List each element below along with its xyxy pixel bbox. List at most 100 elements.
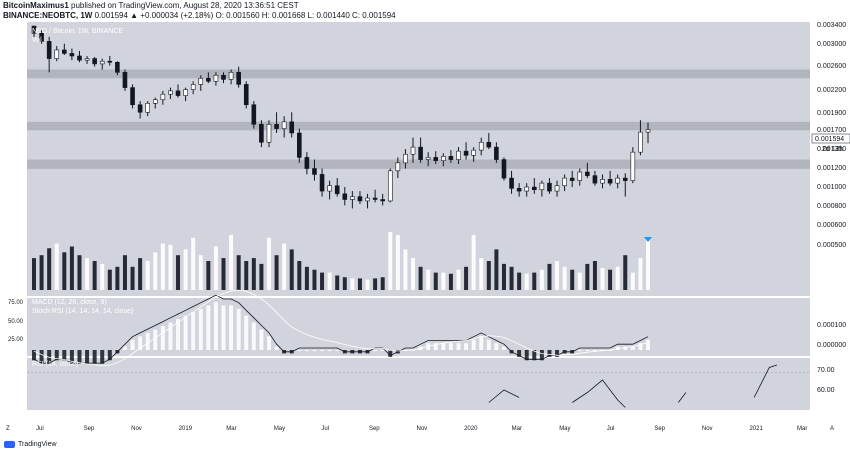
volume-bar bbox=[509, 266, 514, 290]
macd-histogram-bar bbox=[335, 350, 340, 351]
time-tick-label: Jul bbox=[607, 426, 615, 432]
resistance-zone bbox=[27, 159, 810, 169]
macd-histogram-bar bbox=[411, 350, 416, 351]
candle-body bbox=[577, 171, 583, 181]
volume-bar bbox=[176, 255, 181, 290]
macd-histogram-bar bbox=[433, 343, 438, 350]
macd-histogram-bar bbox=[236, 308, 241, 350]
candle-body bbox=[145, 102, 151, 113]
symbol-label[interactable]: BINANCE:NEOBTC, 1W bbox=[3, 11, 93, 20]
volume-bar bbox=[418, 266, 423, 290]
candle-body bbox=[251, 104, 257, 125]
price-tick-label: 0.001200 bbox=[817, 165, 846, 172]
volume-bar bbox=[115, 266, 120, 290]
candle-body bbox=[99, 60, 105, 65]
candle-body bbox=[297, 132, 302, 158]
volume-bar bbox=[630, 272, 635, 290]
candle-body bbox=[198, 77, 204, 85]
resistance-zone bbox=[27, 69, 810, 79]
price-tick-label: 0.001900 bbox=[817, 110, 846, 117]
candle-body bbox=[228, 72, 234, 80]
time-tick-label: Jul bbox=[36, 426, 44, 432]
volume-bar bbox=[335, 275, 340, 290]
candle-body bbox=[410, 146, 416, 155]
macd-histogram-bar bbox=[122, 346, 127, 350]
candle-body bbox=[122, 72, 128, 88]
macd-histogram-bar bbox=[623, 346, 628, 350]
candle-body bbox=[441, 156, 446, 161]
candle-body bbox=[509, 177, 514, 189]
candle-body bbox=[418, 146, 423, 160]
time-tick-label: Jul bbox=[321, 426, 329, 432]
volume-bar bbox=[608, 269, 613, 290]
tradingview-mark-icon bbox=[4, 441, 15, 448]
candle-body bbox=[622, 177, 628, 181]
volume-bar bbox=[320, 272, 325, 290]
macd-histogram-bar bbox=[213, 302, 218, 350]
resistance-zone bbox=[27, 121, 810, 131]
candle-body bbox=[334, 185, 340, 195]
author-name[interactable]: BitcoinMaximus1 bbox=[3, 1, 69, 10]
candle-body bbox=[175, 90, 181, 96]
macd-histogram-bar bbox=[266, 336, 271, 350]
volume-bar bbox=[221, 258, 226, 290]
volume-bar bbox=[365, 279, 370, 290]
auto-scale-button: A bbox=[830, 426, 834, 432]
current-price-label: 0.001594 bbox=[815, 136, 844, 143]
candle-body bbox=[281, 121, 287, 129]
macd-histogram-bar bbox=[517, 350, 522, 357]
rsi-tick-label: 70.00 bbox=[817, 367, 835, 374]
candle-body bbox=[312, 168, 317, 175]
macd-histogram-bar bbox=[585, 350, 590, 351]
volume-bar bbox=[160, 243, 165, 290]
volume-bar bbox=[289, 249, 294, 290]
stoch-tick-label: 50.00 bbox=[8, 319, 24, 325]
candle-body bbox=[152, 99, 158, 104]
candle-body bbox=[547, 182, 552, 192]
candle-body bbox=[456, 150, 461, 160]
macd-histogram-bar bbox=[297, 350, 302, 351]
macd-histogram-bar bbox=[251, 322, 256, 350]
macd-histogram-bar bbox=[92, 350, 97, 364]
rsi-label: RSI (14, close) bbox=[32, 361, 78, 368]
macd-histogram-bar bbox=[100, 350, 105, 364]
volume-bar bbox=[388, 232, 393, 290]
candle-body bbox=[274, 124, 279, 129]
volume-bar bbox=[274, 255, 279, 290]
macd-histogram-bar bbox=[168, 322, 173, 350]
volume-bar bbox=[403, 249, 408, 290]
time-tick-label: 2021 bbox=[749, 426, 763, 432]
candle-body bbox=[592, 175, 598, 184]
macd-histogram-bar bbox=[39, 350, 44, 364]
tradingview-logo[interactable]: TradingView bbox=[4, 441, 57, 448]
time-tick-label: Nov bbox=[417, 426, 428, 432]
volume-bar bbox=[198, 255, 203, 290]
price-tick-label: 0.001350 bbox=[817, 146, 846, 153]
stoch-tick-label: 25.00 bbox=[8, 337, 24, 343]
volume-bar bbox=[92, 261, 97, 290]
macd-histogram-bar bbox=[441, 343, 446, 350]
macd-histogram-bar bbox=[206, 305, 211, 350]
macd-histogram-bar bbox=[320, 350, 325, 351]
candle-body bbox=[448, 156, 454, 160]
volume-bar bbox=[130, 266, 135, 290]
volume-bar bbox=[168, 244, 173, 290]
candle-body bbox=[160, 93, 166, 101]
candle-body bbox=[539, 182, 545, 191]
candle-body bbox=[569, 177, 575, 181]
candle-body bbox=[236, 72, 241, 85]
macd-histogram-bar bbox=[501, 346, 506, 350]
candle-body bbox=[478, 141, 484, 151]
macd-tick-label: 0.000000 bbox=[817, 342, 846, 349]
rsi-line bbox=[488, 364, 778, 408]
macd-line bbox=[33, 294, 649, 364]
volume-bar bbox=[411, 258, 416, 290]
candle-body bbox=[107, 60, 113, 63]
candle-body bbox=[69, 53, 75, 57]
macd-histogram-bar bbox=[85, 350, 90, 364]
macd-histogram-bar bbox=[638, 343, 643, 350]
macd-histogram-bar bbox=[494, 343, 499, 350]
symbol-info: BINANCE:NEOBTC, 1W 0.001594 ▲ +0.000034 … bbox=[3, 11, 396, 20]
price-axis-area bbox=[810, 22, 850, 420]
signal-marker-icon bbox=[644, 237, 652, 242]
